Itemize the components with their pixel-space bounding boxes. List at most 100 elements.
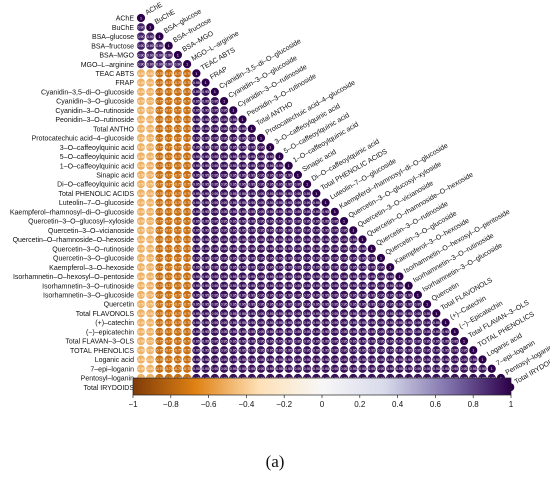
correlation-cell [183, 106, 192, 115]
cell-value-label: 0.95 [341, 266, 348, 270]
correlation-cell [173, 235, 183, 244]
cell-value-label: 0.95 [405, 293, 412, 297]
cell-value-label: 0.95 [322, 210, 329, 214]
correlation-cell [164, 143, 173, 152]
cell-value-label: -0.50 [146, 321, 154, 325]
cell-value-label: -0.75 [174, 229, 182, 233]
cell-value-label: 0.95 [396, 321, 403, 325]
cell-value-label: 1 [177, 53, 179, 57]
correlation-cell [229, 115, 238, 124]
correlation-cell [210, 253, 219, 263]
correlation-cell [312, 216, 321, 226]
row-label: Quercetin–3–O–vicianoside [48, 228, 134, 235]
correlation-cell [183, 133, 192, 143]
cell-value-label: 0.95 [193, 201, 200, 205]
correlation-cell [146, 216, 155, 226]
cell-value-label: 0.95 [276, 219, 283, 223]
cell-value-label: -0.75 [155, 330, 163, 334]
correlation-cell [136, 60, 146, 69]
cell-value-label: -0.75 [165, 210, 173, 214]
cell-value-label: 0.95 [341, 229, 348, 233]
cell-value-label: 0.95 [221, 219, 228, 223]
correlation-cell [155, 96, 164, 106]
correlation-cell [155, 170, 164, 180]
correlation-cell [293, 207, 303, 216]
cell-value-label: -0.75 [165, 201, 173, 205]
correlation-cell [210, 115, 219, 124]
cell-value-label: -0.50 [146, 284, 154, 288]
colorbar-tick-label: −0.4 [239, 400, 255, 409]
cell-value-label: 1 [214, 90, 216, 94]
cell-value-label: 0.95 [239, 210, 246, 214]
cell-value-label: 0.95 [285, 275, 292, 279]
cell-value-label: 0.95 [239, 367, 246, 371]
cell-value-label: 0.95 [331, 266, 338, 270]
cell-value-label: 0.95 [202, 192, 209, 196]
cell-value-label: -0.75 [155, 136, 163, 140]
cell-value-label: 0.95 [350, 284, 357, 288]
correlation-cell [146, 143, 155, 152]
cell-value-label: 0.95 [294, 312, 301, 316]
correlation-cell [238, 281, 247, 290]
cell-value-label: 0.95 [285, 321, 292, 325]
cell-value-label: 0.95 [248, 210, 255, 214]
cell-value-label: 0.95 [304, 312, 311, 316]
cell-value-label: 0.95 [193, 173, 200, 177]
cell-value-label: -0.75 [183, 238, 191, 242]
row-label: Di–O–caffeoylquinic acid [57, 182, 134, 189]
correlation-cell [192, 78, 201, 87]
cell-value-label: 0.95 [368, 266, 375, 270]
cell-value-label: 0.95 [304, 201, 311, 205]
correlation-cell [395, 300, 404, 309]
cell-value-label: 0.95 [267, 330, 274, 334]
correlation-cell [183, 253, 192, 263]
cell-value-label: 0.95 [248, 173, 255, 177]
row-label: (+)–catechin [95, 320, 134, 327]
correlation-cell [339, 226, 349, 235]
cell-value-label: 0.95 [322, 339, 329, 343]
cell-value-label: -0.75 [174, 256, 182, 260]
cell-value-label: 0.95 [359, 266, 366, 270]
cell-value-label: 0.95 [221, 164, 228, 168]
correlation-cell [136, 133, 146, 143]
correlation-cell [303, 189, 312, 198]
cell-value-label: 0.95 [294, 201, 301, 205]
correlation-cell [247, 216, 256, 226]
cell-value-label: 0.95 [396, 358, 403, 362]
row-label: 3–O–caffeoylquinic acid [60, 145, 134, 152]
cell-value-label: 0.95 [239, 321, 246, 325]
correlation-cell [256, 281, 266, 290]
correlation-cell [303, 263, 312, 272]
cell-value-label: 0.95 [211, 136, 218, 140]
cell-value-label: -0.50 [137, 321, 145, 325]
correlation-cell [284, 198, 293, 207]
cell-value-label: 0.95 [257, 238, 264, 242]
correlation-cell [238, 198, 247, 207]
cell-value-label: -0.75 [183, 136, 191, 140]
correlation-cell [164, 161, 173, 170]
cell-value-label: -0.75 [183, 219, 191, 223]
colorbar-tick-label: −0.2 [276, 400, 292, 409]
correlation-cell [173, 263, 183, 272]
correlation-cell [229, 290, 238, 299]
correlation-cell [321, 281, 330, 290]
correlation-cell [210, 216, 219, 226]
correlation-cell [183, 281, 192, 290]
cell-value-label: -0.50 [146, 201, 154, 205]
cell-value-label: 0.95 [211, 256, 218, 260]
correlation-cell [192, 161, 201, 170]
cell-value-label: 0.95 [304, 284, 311, 288]
cell-value-label: 0.95 [313, 210, 320, 214]
cell-value-label: 0.95 [405, 321, 412, 325]
cell-value-label: 0.95 [285, 256, 292, 260]
cell-value-label: 1 [140, 16, 142, 20]
cell-value-label: 0.95 [193, 238, 200, 242]
cell-value-label: 0.95 [248, 229, 255, 233]
cell-value-label: 0.95 [331, 219, 338, 223]
cell-value-label: -0.75 [183, 192, 191, 196]
cell-value-label: 0.95 [202, 339, 209, 343]
cell-value-label: -0.50 [137, 109, 145, 113]
cell-value-label: 0.95 [211, 266, 218, 270]
cell-value-label: 0.95 [267, 210, 274, 214]
correlation-cell [183, 170, 192, 180]
